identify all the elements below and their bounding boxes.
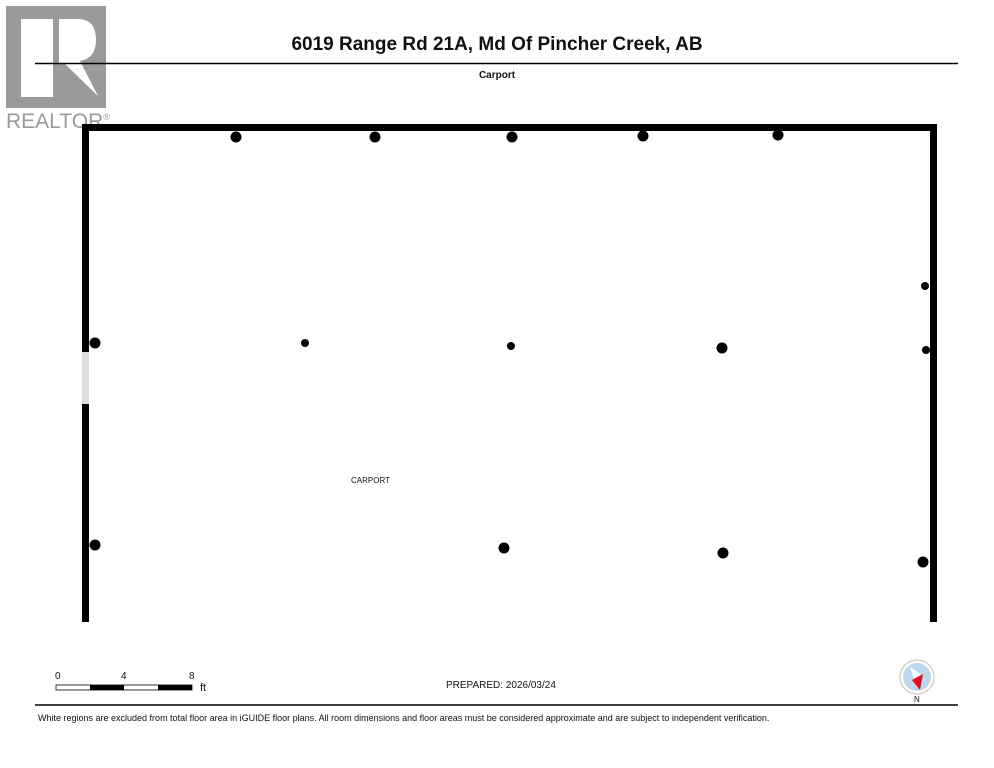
realtor-logo — [6, 6, 106, 108]
room-label: CARPORT — [351, 476, 390, 485]
scale-tick: 4 — [121, 671, 127, 682]
post — [498, 542, 510, 554]
post — [369, 131, 381, 143]
post — [716, 342, 728, 354]
posts — [89, 129, 930, 568]
post — [772, 129, 784, 141]
realtor-wordmark: REALTOR® — [6, 110, 110, 133]
wall-left-lower — [82, 404, 89, 622]
post — [230, 131, 242, 143]
wall-left-upper — [82, 124, 89, 352]
post — [507, 342, 515, 350]
post — [89, 337, 101, 349]
post — [89, 539, 101, 551]
post — [717, 547, 729, 559]
wall-top — [82, 124, 937, 131]
post — [506, 131, 518, 143]
walls — [82, 124, 937, 622]
scale-tick: 0 — [55, 671, 61, 682]
post — [921, 282, 929, 290]
scale-tick: 8 — [189, 671, 195, 682]
post — [637, 130, 649, 142]
scale-unit: ft — [200, 682, 207, 694]
page-title: 6019 Range Rd 21A, Md Of Pincher Creek, … — [291, 34, 703, 55]
opening-left — [82, 352, 89, 404]
post — [301, 339, 309, 347]
disclaimer: White regions are excluded from total fl… — [38, 713, 770, 723]
prepared-date: PREPARED: 2026/03/24 — [446, 680, 556, 691]
compass-label: N — [914, 695, 920, 704]
wall-right — [930, 124, 937, 622]
post — [917, 556, 929, 568]
scale-bar — [55, 684, 193, 691]
floor-label: Carport — [478, 70, 516, 81]
post — [922, 346, 930, 354]
compass-icon — [899, 659, 935, 695]
